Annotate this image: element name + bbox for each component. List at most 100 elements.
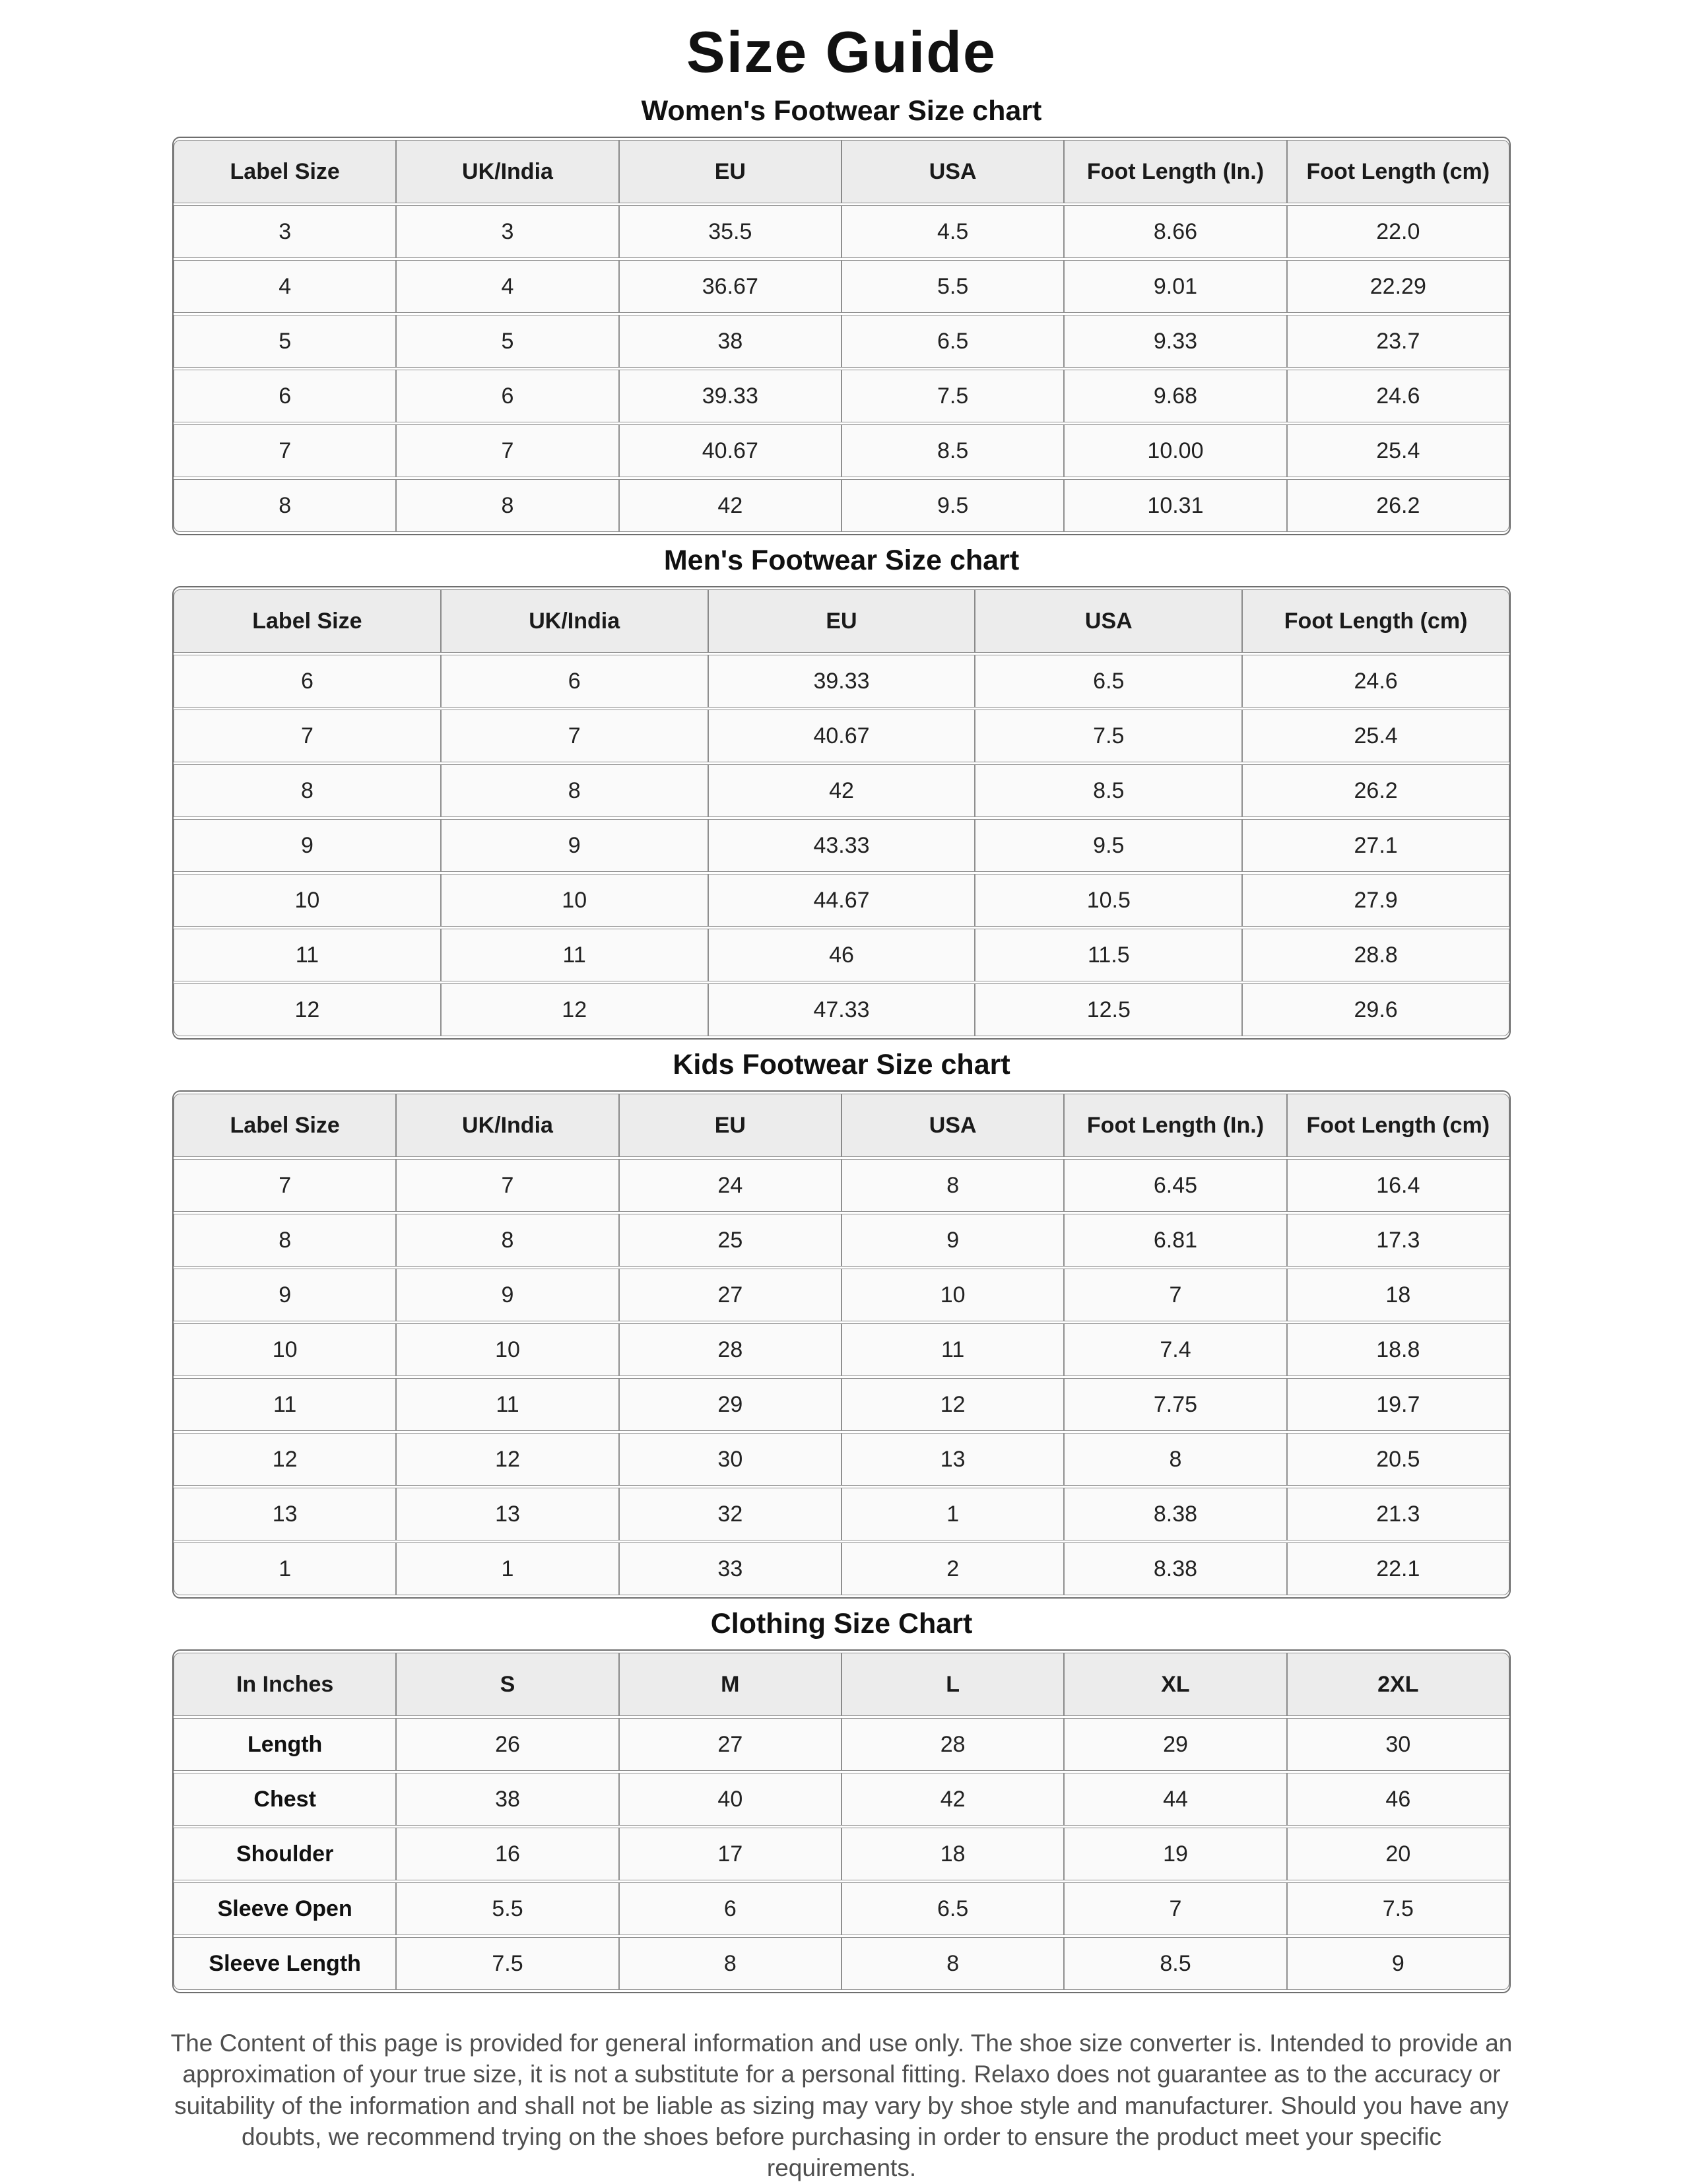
table-cell: 3 <box>396 205 619 258</box>
table-cell: 7 <box>396 424 619 477</box>
table-cell: 12 <box>174 983 441 1036</box>
table-cell: 8.66 <box>1064 205 1287 258</box>
column-header: Foot Length (In.) <box>1064 140 1287 203</box>
table-cell: 29.6 <box>1242 983 1509 1036</box>
table-cell: 10.5 <box>975 874 1243 927</box>
table-cell: 29 <box>1064 1718 1287 1771</box>
table-cell: 6 <box>174 370 397 422</box>
table-cell: 2 <box>841 1542 1065 1595</box>
table-cell: 6.45 <box>1064 1159 1287 1212</box>
table-cell: 12 <box>440 983 708 1036</box>
table-cell: 25.4 <box>1242 710 1509 762</box>
table-cell: 7.5 <box>975 710 1243 762</box>
table-cell: 18 <box>1286 1269 1509 1321</box>
table-cell: 9 <box>174 1269 397 1321</box>
section-title-womens-footwear: Women's Footwear Size chart <box>641 95 1042 127</box>
column-header: L <box>841 1653 1065 1716</box>
table-cell: 8 <box>174 479 397 532</box>
table-row: 8 8 25 9 6.81 17.3 <box>174 1214 1509 1267</box>
table-cell: 9.5 <box>841 479 1065 532</box>
table-cell: 22.29 <box>1286 260 1509 313</box>
table-row: 11 11 46 11.5 28.8 <box>174 929 1509 981</box>
table-row: Length 26 27 28 29 30 <box>174 1718 1509 1771</box>
table-cell: 4 <box>174 260 397 313</box>
table-row: 6 6 39.33 6.5 24.6 <box>174 655 1509 708</box>
section-title-kids-footwear: Kids Footwear Size chart <box>673 1049 1010 1080</box>
clothing-size-table: In Inches S M L XL 2XL Length 26 27 28 29 30 Chest 38… <box>172 1649 1511 1993</box>
table-cell: 8 <box>841 1159 1065 1212</box>
table-cell: 30 <box>1286 1718 1509 1771</box>
table-row: 9 9 43.33 9.5 27.1 <box>174 819 1509 872</box>
table-row: 8 8 42 8.5 26.2 <box>174 764 1509 817</box>
column-header: In Inches <box>174 1653 397 1716</box>
table-cell: 27 <box>618 1718 842 1771</box>
column-header: XL <box>1064 1653 1287 1716</box>
table-cell: 6 <box>618 1882 842 1935</box>
table-cell: 18.8 <box>1286 1323 1509 1376</box>
column-header: UK/India <box>396 140 619 203</box>
table-cell: 38 <box>396 1773 619 1826</box>
table-cell: 8 <box>396 479 619 532</box>
column-header: UK/India <box>440 589 708 653</box>
table-cell: 5.5 <box>841 260 1065 313</box>
header-row: Label Size UK/India EU USA Foot Length (In.)… <box>174 1094 1509 1157</box>
table-cell: 18 <box>841 1828 1065 1880</box>
table-cell: 19.7 <box>1286 1378 1509 1431</box>
table-cell: 8 <box>396 1214 619 1267</box>
table-row: 8 8 42 9.5 10.31 26.2 <box>174 479 1509 532</box>
table-cell: 22.1 <box>1286 1542 1509 1595</box>
table-cell: 7 <box>174 424 397 477</box>
column-header: Foot Length (In.) <box>1064 1094 1287 1157</box>
row-header-cell: Shoulder <box>174 1828 397 1880</box>
table-row: 10 10 44.67 10.5 27.9 <box>174 874 1509 927</box>
table-cell: 9 <box>841 1214 1065 1267</box>
disclaimer-text: The Content of this page is provided for… <box>170 2030 1513 2182</box>
table-cell: 26.2 <box>1286 479 1509 532</box>
table-cell: 6 <box>440 655 708 708</box>
table-cell: 1 <box>841 1488 1065 1540</box>
table-row: 13 13 32 1 8.38 21.3 <box>174 1488 1509 1540</box>
table-cell: 39.33 <box>708 655 975 708</box>
table-cell: 27 <box>618 1269 842 1321</box>
table-cell: 33 <box>618 1542 842 1595</box>
table-cell: 9 <box>1286 1937 1509 1990</box>
table-cell: 43.33 <box>708 819 975 872</box>
table-cell: 11 <box>440 929 708 981</box>
table-cell: 8.38 <box>1064 1542 1287 1595</box>
table-row: 10 10 28 11 7.4 18.8 <box>174 1323 1509 1376</box>
mens-footwear-section: Men's Footwear Size chart Label Size UK/I… <box>0 545 1683 1040</box>
table-cell: 12 <box>841 1378 1065 1431</box>
table-cell: 36.67 <box>618 260 842 313</box>
table-cell: 32 <box>618 1488 842 1540</box>
column-header: 2XL <box>1286 1653 1509 1716</box>
table-cell: 1 <box>396 1542 619 1595</box>
table-cell: 10 <box>841 1269 1065 1321</box>
table-cell: 40.67 <box>618 424 842 477</box>
table-cell: 47.33 <box>708 983 975 1036</box>
table-cell: 8 <box>174 764 441 817</box>
table-cell: 42 <box>841 1773 1065 1826</box>
table-cell: 29 <box>618 1378 842 1431</box>
table-cell: 42 <box>618 479 842 532</box>
table-cell: 6.81 <box>1064 1214 1287 1267</box>
table-cell: 42 <box>708 764 975 817</box>
table-cell: 5 <box>396 315 619 368</box>
table-cell: 9 <box>440 819 708 872</box>
column-header: EU <box>618 140 842 203</box>
header-row: Label Size UK/India EU USA Foot Length (In.)… <box>174 140 1509 203</box>
table-cell: 9.5 <box>975 819 1243 872</box>
column-header: M <box>618 1653 842 1716</box>
table-cell: 26 <box>396 1718 619 1771</box>
header-row: Label Size UK/India EU USA Foot Length (cm) <box>174 589 1509 653</box>
table-cell: 11 <box>841 1323 1065 1376</box>
column-header: Foot Length (cm) <box>1242 589 1509 653</box>
table-cell: 44 <box>1064 1773 1287 1826</box>
row-header-cell: Sleeve Length <box>174 1937 397 1990</box>
table-row: 5 5 38 6.5 9.33 23.7 <box>174 315 1509 368</box>
table-cell: 25 <box>618 1214 842 1267</box>
table-cell: 40.67 <box>708 710 975 762</box>
table-cell: 10.00 <box>1064 424 1287 477</box>
column-header: Label Size <box>174 140 397 203</box>
table-cell: 8 <box>1064 1433 1287 1486</box>
